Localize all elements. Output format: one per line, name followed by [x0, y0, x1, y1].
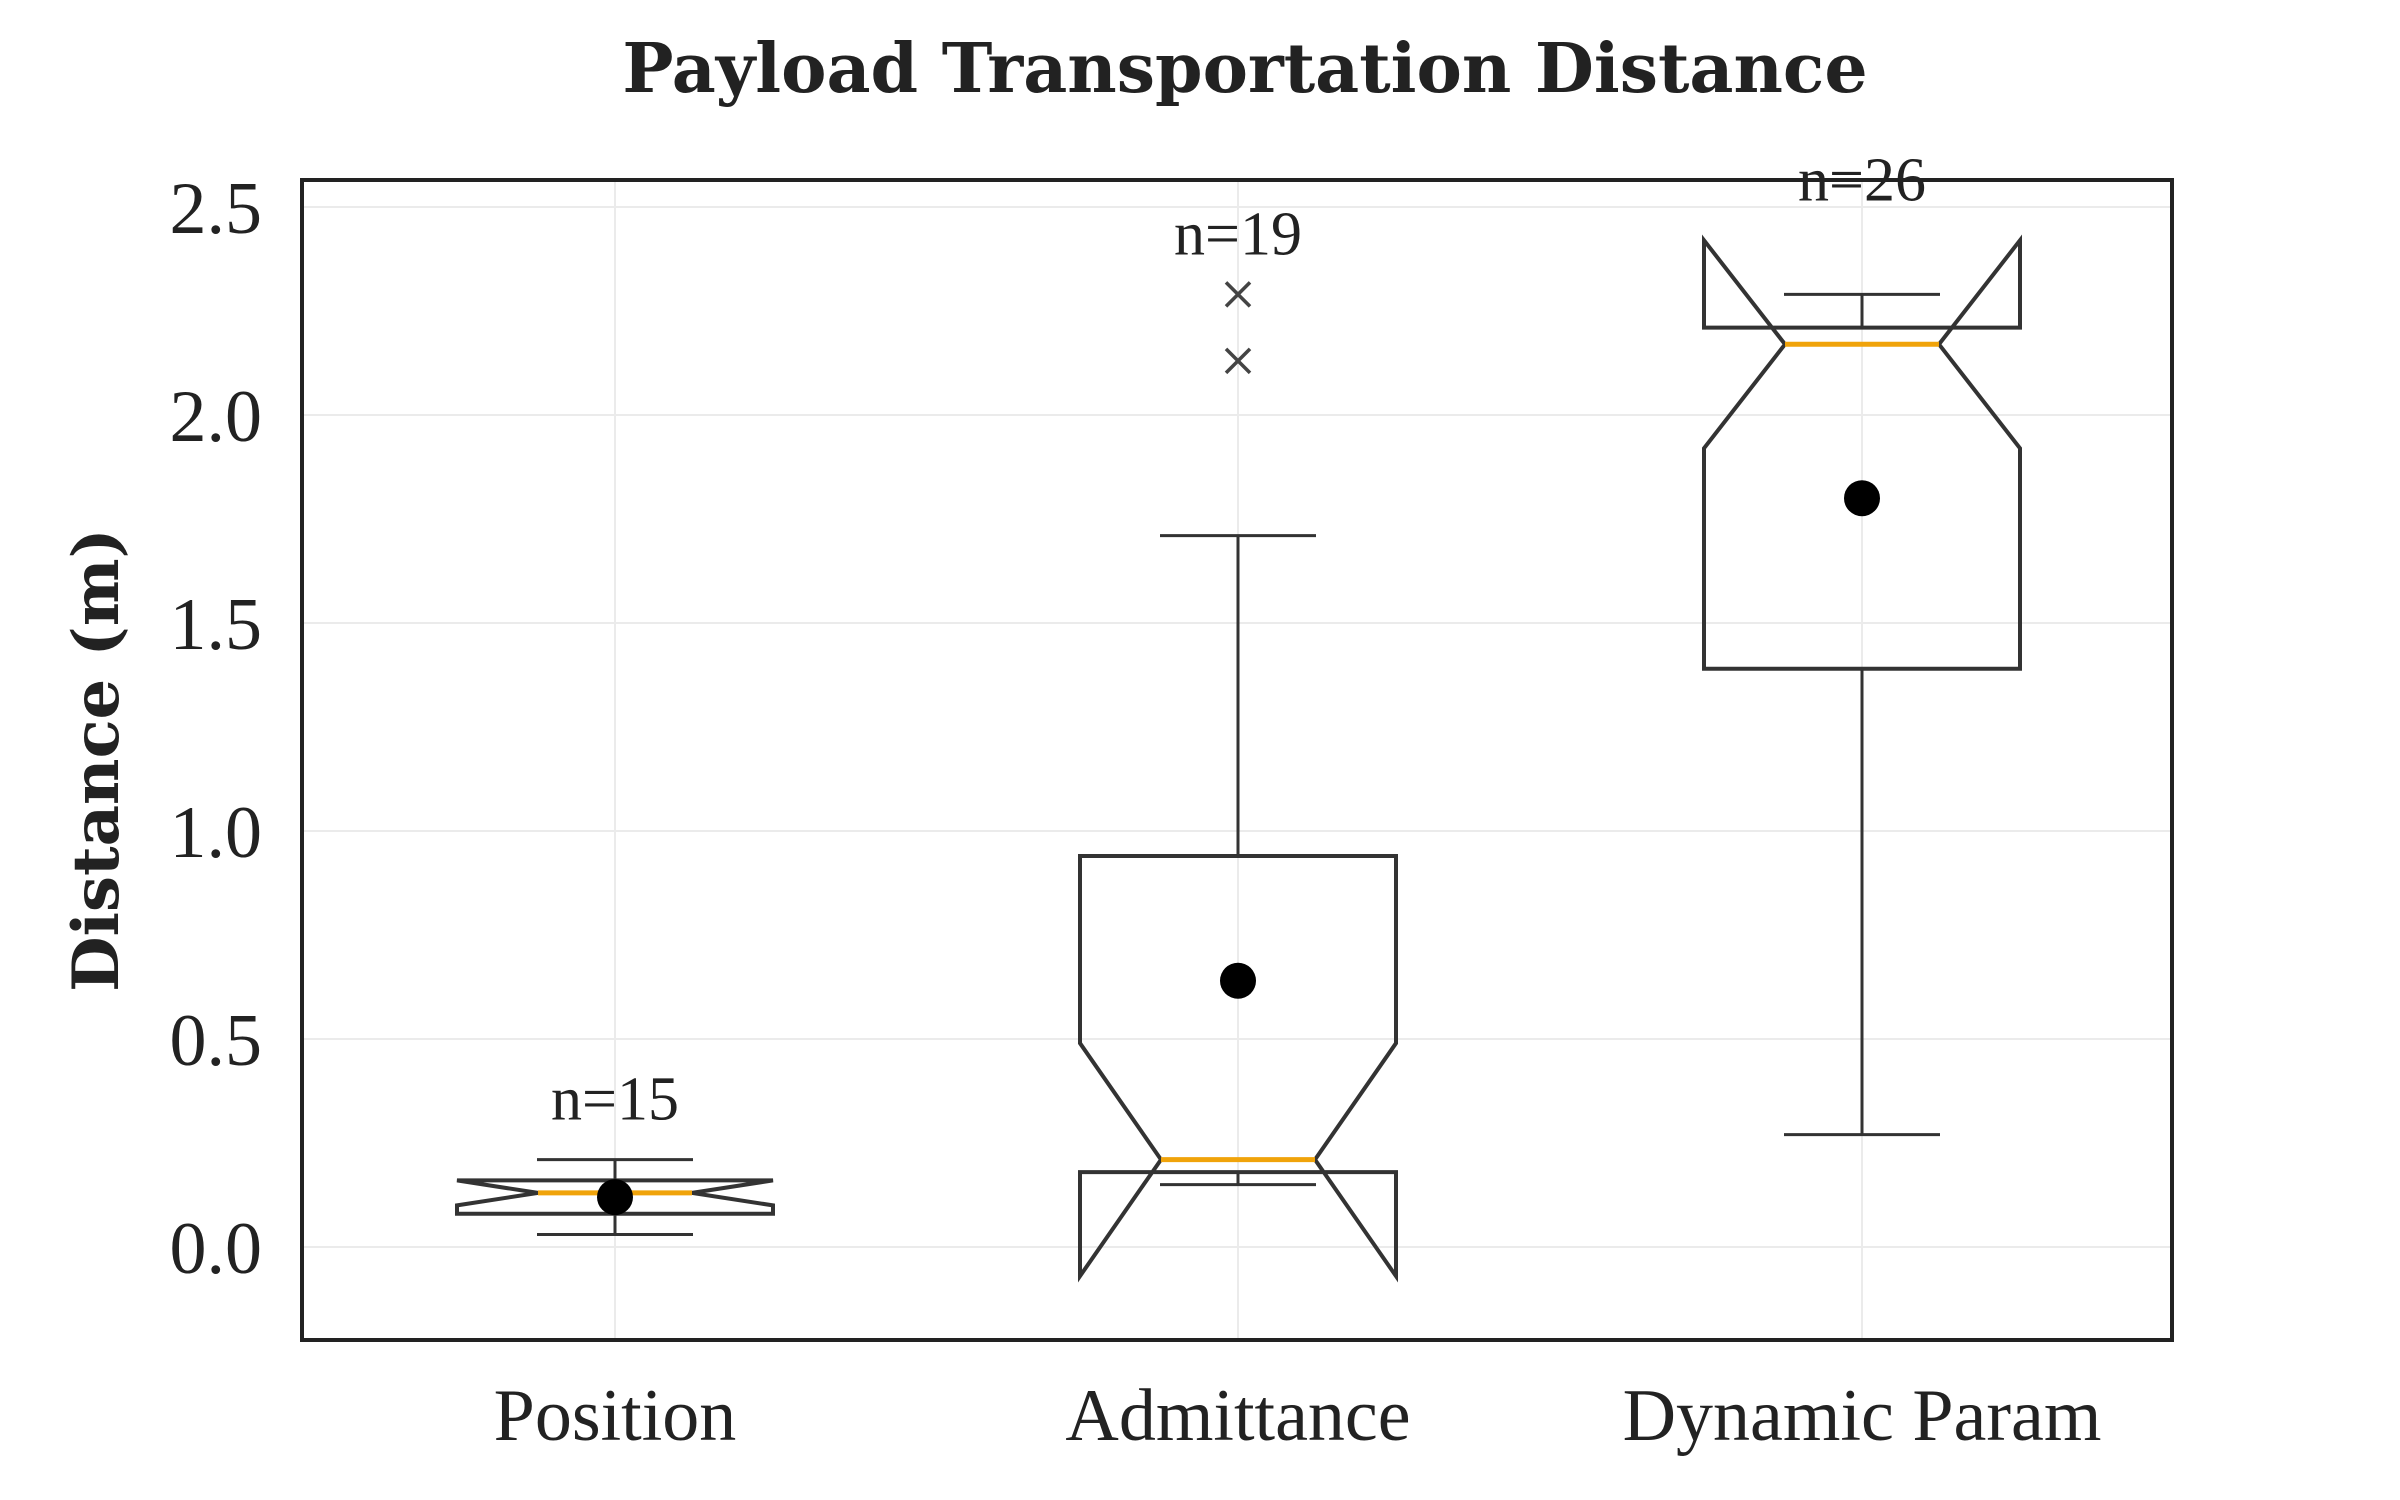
y-tick-label: 1.5 — [170, 584, 263, 666]
y-tick-label: 0.0 — [170, 1208, 263, 1290]
axis-ticks: 0.0 0.5 1.0 1.5 2.0 2.5 Position Admittance Dyna… — [170, 168, 2102, 1457]
n-count-label: n=15 — [551, 1066, 679, 1134]
y-tick-label: 2.0 — [170, 376, 263, 458]
outlier-stroke — [1224, 281, 1252, 308]
outlier-stroke — [1224, 347, 1252, 375]
mean-marker — [1220, 962, 1256, 999]
n-count-label: n=19 — [1174, 200, 1302, 268]
box-body — [1078, 854, 1398, 1283]
y-tick-label: 1.0 — [170, 792, 263, 874]
box-position: n=15 — [455, 1066, 775, 1237]
y-tick-label: 2.5 — [170, 168, 263, 250]
x-tick-label: Dynamic Param — [1623, 1375, 2102, 1457]
box-body — [1702, 234, 2022, 671]
outlier-marker — [1224, 281, 1252, 308]
outlier-marker — [1224, 347, 1252, 375]
chart-title: Payload Transportation Distance — [622, 29, 1867, 109]
box-admittance: n=19 — [1078, 200, 1398, 1283]
y-tick-label: 0.5 — [170, 1000, 263, 1082]
plot-frame — [300, 178, 2174, 1342]
x-tick-label: Admittance — [1065, 1375, 1410, 1457]
box-body — [455, 1178, 775, 1216]
boxes: n=15n=19n=26 — [455, 146, 2022, 1283]
mean-marker — [597, 1179, 633, 1216]
mean-marker — [1844, 480, 1880, 517]
x-tick-label: Position — [494, 1375, 737, 1457]
y-axis-label: Distance (m) — [59, 528, 134, 992]
